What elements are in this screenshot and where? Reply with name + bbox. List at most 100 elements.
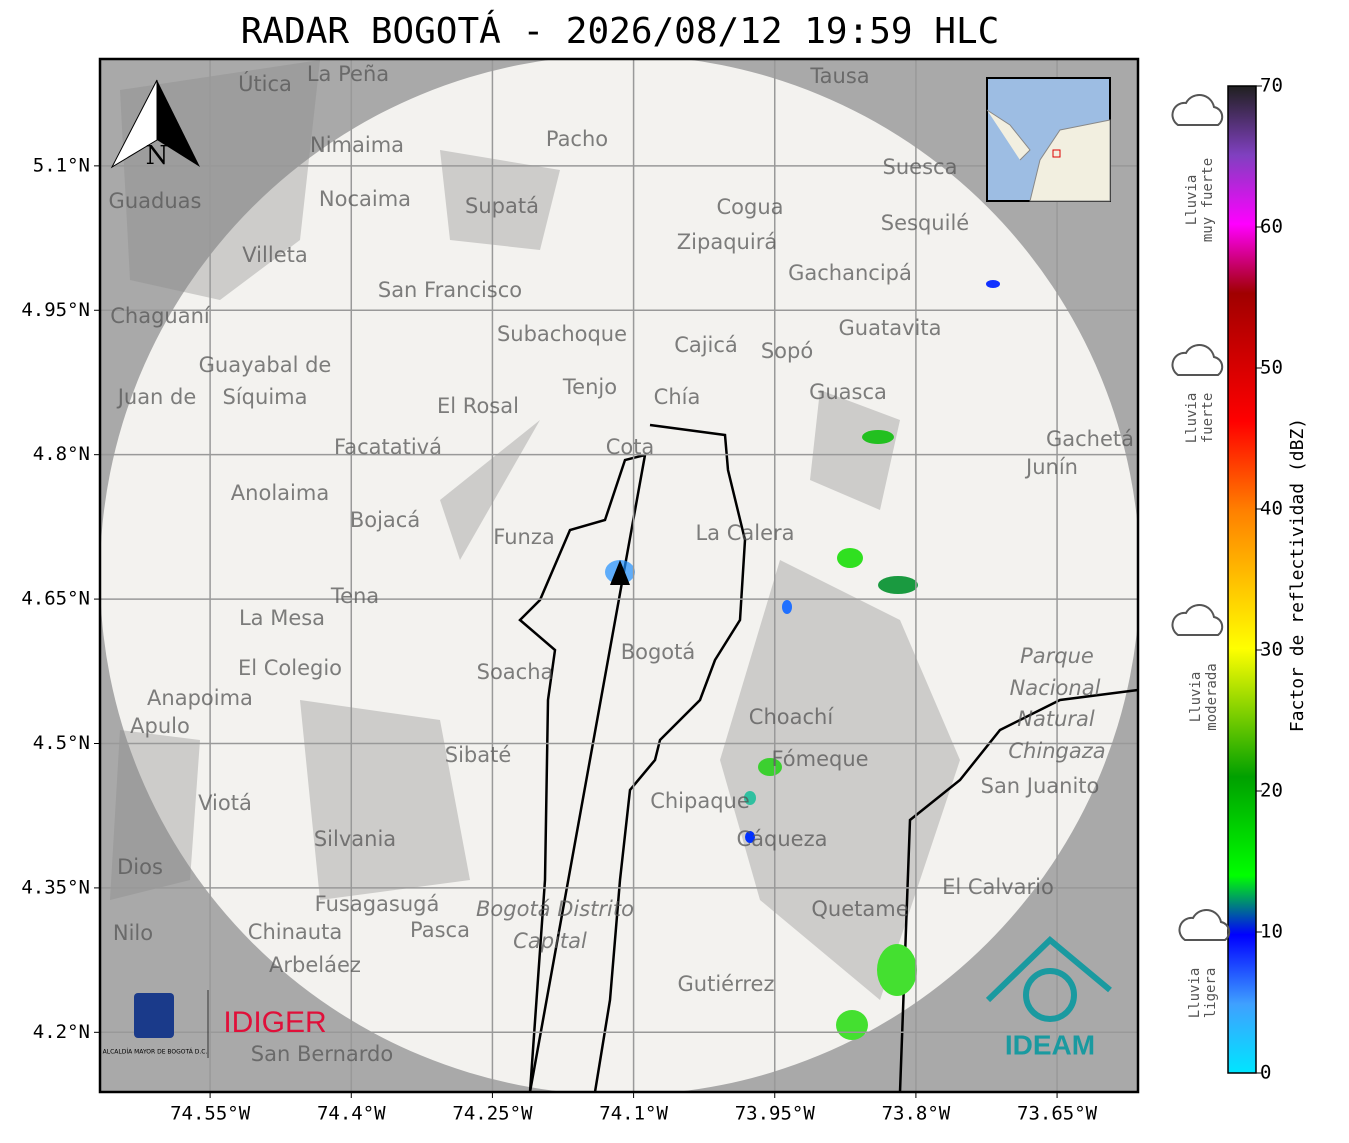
alcaldia-shield (134, 993, 174, 1038)
idiger-logo: IDIGER (223, 1006, 326, 1039)
boundary (518, 423, 1138, 1092)
place-label: Chinauta (248, 920, 342, 944)
place-label: Pacho (546, 127, 608, 151)
place-label: Chaguaní (110, 304, 211, 328)
inset-land (986, 109, 1111, 202)
place-label: Anapoima (147, 686, 253, 710)
rain-category-label: ligera (1203, 968, 1219, 1019)
y-tick-label: 4.2°N (33, 1021, 90, 1043)
place-label: Gachetá (1046, 427, 1134, 451)
title: RADAR BOGOTÁ - 2026/08/12 19:59 HLC (241, 10, 1000, 52)
place-label: Nimaima (310, 133, 404, 157)
place-label: Sesquilé (881, 211, 969, 235)
place-label: Quetame (811, 897, 908, 921)
rain-icons (1171, 93, 1231, 941)
x-tick-label: 74.55°W (170, 1103, 251, 1125)
place-label: Junín (1024, 455, 1078, 479)
place-label: Viotá (198, 791, 252, 815)
north-label: N (146, 141, 169, 171)
y-tick-label: 5.1°N (33, 154, 90, 176)
colorbar-tick-label: 60 (1260, 216, 1283, 238)
radar-site (610, 560, 630, 585)
place-label: Guasca (809, 380, 887, 404)
place-label: Tausa (809, 64, 869, 88)
place-label: Fusagasugá (315, 892, 440, 916)
x-tick-label: 73.65°W (1017, 1103, 1098, 1125)
rain-category-label: Lluvia (1187, 968, 1203, 1019)
place-label: Nocaima (319, 187, 411, 211)
colorbar-tick-label: 20 (1260, 780, 1283, 802)
place-label: San Bernardo (251, 1042, 393, 1066)
x-tick-label: 73.95°W (735, 1103, 816, 1125)
place-label: Suesca (883, 155, 958, 179)
place-label: Guaduas (109, 189, 202, 213)
place-label: Zipaquirá (677, 230, 777, 254)
rain-category-label: Lluvia (1184, 175, 1200, 226)
place-label: Pasca (410, 918, 470, 942)
place-label: Cáqueza (737, 827, 828, 851)
north-arrow (157, 80, 200, 167)
place-label: El Calvario (942, 875, 1054, 899)
place-label: Sopó (761, 339, 813, 363)
place-label: Soacha (477, 660, 554, 684)
rain-category-label: fuerte (1200, 393, 1216, 444)
place-label: Chía (654, 385, 701, 409)
colorbar-label: Factor de reflectividad (dBZ) (1287, 418, 1308, 732)
place-label: Cogua (716, 195, 783, 219)
rain-category-label: muy fuerte (1200, 158, 1216, 242)
place-label: Gutiérrez (678, 972, 775, 996)
place-label: Villeta (242, 243, 307, 267)
rain-category-label: Lluvia (1188, 672, 1204, 723)
alcaldia-text: ALCALDÍA MAYOR DE BOGOTÁ D.C. (103, 1049, 208, 1056)
y-tick-label: 4.35°N (21, 876, 90, 898)
place-label: Apulo (130, 714, 190, 738)
place-label: Bojacá (350, 508, 420, 532)
place-label: El Rosal (437, 394, 519, 418)
place-label: Guayabal de (199, 353, 332, 377)
place-label: La Calera (695, 521, 794, 545)
colorbar-tick-label: 10 (1260, 921, 1283, 943)
y-tick-label: 4.5°N (33, 732, 90, 754)
place-label: San Francisco (378, 278, 522, 302)
place-label: Gachancipá (788, 261, 912, 285)
place-label: La Peña (307, 62, 389, 86)
place-label: Supatá (465, 194, 539, 218)
place-label: Bogotá Distrito (476, 897, 634, 921)
x-tick-label: 74.1°W (599, 1103, 668, 1125)
place-label: Juan de (116, 385, 197, 409)
place-label: Cota (606, 435, 655, 459)
place-label: Natural (1017, 707, 1095, 731)
place-label: Chingaza (1008, 739, 1105, 763)
place-label: Anolaima (231, 481, 329, 505)
place-label: La Mesa (239, 606, 325, 630)
colorbar-tick-label: 0 (1260, 1062, 1271, 1084)
place-label: Arbeláez (269, 953, 361, 977)
colorbar-tick-label: 40 (1260, 498, 1283, 520)
place-label: Choachí (749, 705, 835, 729)
place-label: Tena (330, 584, 379, 608)
ideam-logo: IDEAM (1005, 1029, 1095, 1060)
y-tick-label: 4.8°N (33, 443, 90, 465)
map-frame (98, 57, 1140, 1094)
y-tick-label: 4.95°N (21, 299, 90, 321)
ideam-roof (985, 935, 1112, 1003)
x-tick-label: 73.8°W (882, 1103, 951, 1125)
place-label: Sibaté (445, 743, 512, 767)
place-label: Fómeque (771, 747, 868, 771)
place-label: Silvania (314, 827, 396, 851)
place-label: Útica (238, 71, 292, 96)
colorbar (1227, 85, 1257, 1074)
inset-marker (1052, 149, 1061, 158)
ideam-swirl (1023, 968, 1077, 1022)
place-label: Bogotá (621, 640, 696, 664)
place-label: Subachoque (497, 322, 627, 346)
x-tick-label: 74.25°W (452, 1103, 533, 1125)
rain-category-label: Lluvia (1184, 393, 1200, 444)
place-label: Parque (1020, 644, 1094, 668)
place-label: Guatavita (839, 316, 942, 340)
place-label: Capital (513, 929, 587, 953)
relief-shading (110, 60, 960, 1000)
x-tick-label: 74.4°W (317, 1103, 386, 1125)
place-label: Chipaque (650, 789, 750, 813)
